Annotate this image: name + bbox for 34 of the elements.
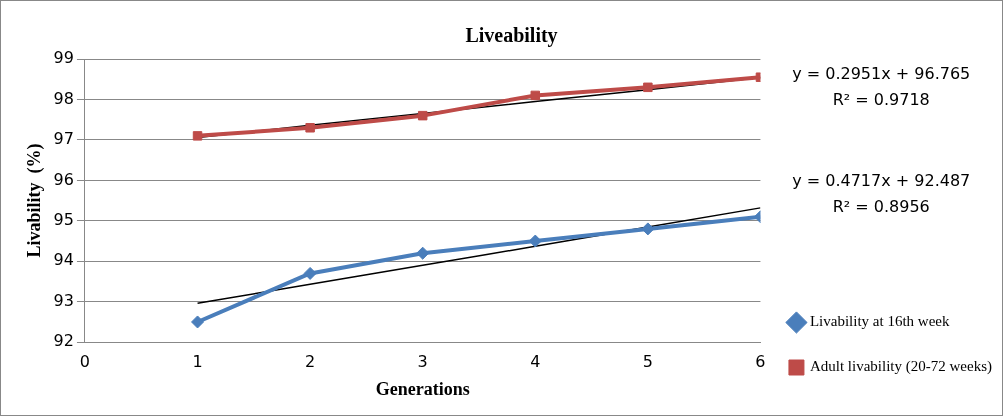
point — [528, 234, 542, 248]
text: y = 0.4717x + 92.487 — [792, 171, 971, 190]
y-tick-label: 94 — [53, 250, 74, 270]
y-tick-label: 98 — [53, 88, 74, 108]
x-tick-label: 1 — [192, 351, 203, 371]
legend-label: Adult livability (20-72 weeks) — [809, 358, 993, 376]
x-tick-label: 6 — [755, 351, 766, 371]
y-tick-label: 97 — [53, 129, 74, 149]
text: R² = 0.9718 — [832, 90, 930, 109]
y-axis-title: Livability (%) — [24, 143, 46, 258]
point — [305, 123, 315, 133]
point — [641, 222, 655, 236]
point — [303, 266, 317, 280]
point — [191, 315, 205, 329]
point — [417, 110, 428, 121]
point — [192, 131, 203, 141]
y-tick-label: 93 — [53, 290, 74, 310]
x-tick-label: 0 — [79, 351, 91, 371]
x-tick-label: 4 — [530, 351, 541, 371]
text: R² = 0.8956 — [832, 197, 930, 216]
y-tick-label: 96 — [53, 169, 74, 189]
chart-title: Liveability — [465, 24, 558, 48]
x-tick-label: 3 — [417, 351, 428, 371]
point — [416, 246, 430, 260]
x-tick-label: 2 — [305, 351, 316, 371]
point — [643, 82, 653, 93]
point — [530, 90, 541, 101]
x-axis-title: Generations — [375, 378, 470, 399]
x-tick-label: 5 — [642, 351, 653, 371]
y-tick-label: 92 — [53, 331, 74, 351]
text: y = 0.2951x + 96.765 — [792, 64, 971, 83]
y-tick-label: 95 — [53, 209, 74, 229]
y-tick-label: 99 — [53, 48, 74, 68]
legend-label: Livability at 16th week — [809, 313, 950, 330]
